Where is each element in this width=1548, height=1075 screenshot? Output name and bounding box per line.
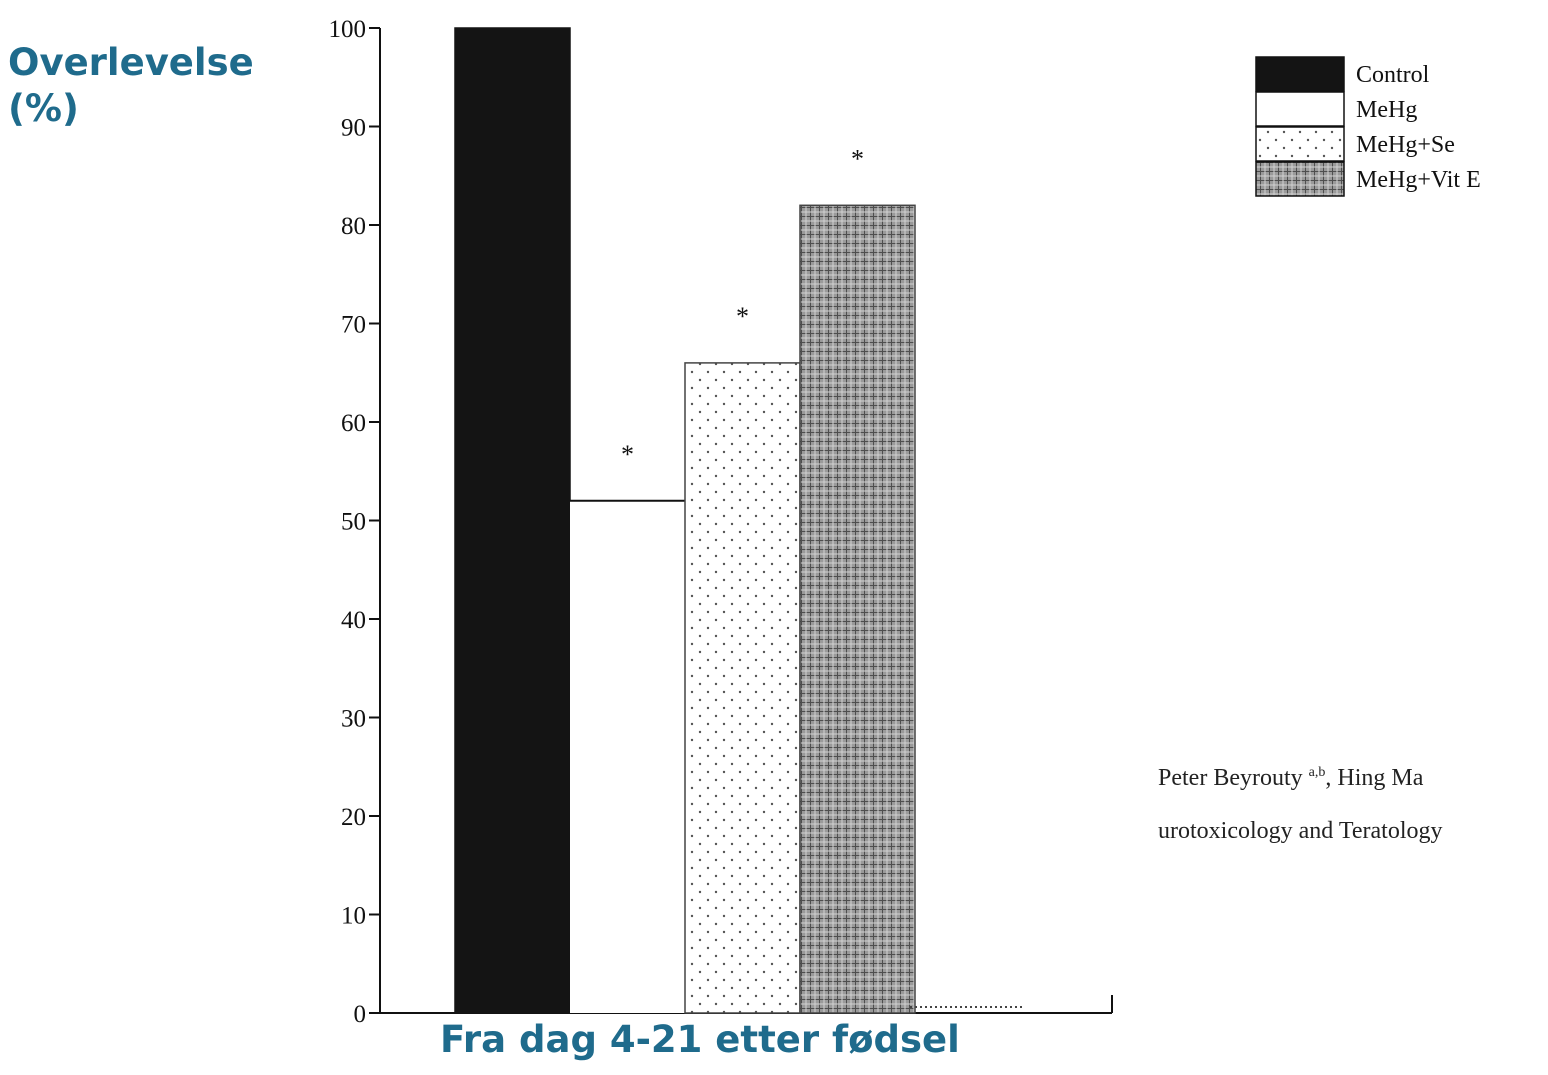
x-axis-title: Fra dag 4-21 etter fødsel [440,1018,960,1061]
y-tick-label-70: 70 [341,312,366,339]
y-tick-label-50: 50 [341,509,366,536]
legend-label-control: Control [1356,62,1430,88]
axes: 0 10 20 30 40 50 60 70 80 90 100 [329,16,1113,1028]
legend-label-mehg-vit-e: MeHg+Vit E [1356,167,1481,193]
legend-swatch-mehg [1255,91,1345,127]
y-axis-title-line1: Overlevelse [8,41,254,84]
y-tick-label-0: 0 [354,1001,367,1028]
y-tick-label-30: 30 [341,706,366,733]
bars: * * * [454,27,1025,1014]
bar-mehg-se [684,362,801,1014]
y-tick-label-40: 40 [341,607,366,634]
legend-swatch-mehg-vit-e [1255,161,1345,197]
y-tick-label-100: 100 [329,16,367,43]
citation-author-prefix: Peter Beyrouty [1158,765,1309,791]
y-tick-label-60: 60 [341,410,366,437]
legend-swatch-control [1255,56,1345,92]
y-tick-label-80: 80 [341,213,366,240]
significance-mehg-vit-e: * [851,144,864,173]
y-tick-label-20: 20 [341,804,366,831]
y-tick-label-90: 90 [341,115,366,142]
citation-author-suffix: , Hing Ma [1325,765,1424,791]
legend: Control MeHg MeHg+Se MeHg+Vit E [1255,56,1481,197]
bar-mehg [570,500,685,1013]
legend-swatch-mehg-se [1255,126,1345,162]
bar-control [454,27,571,1014]
legend-label-mehg: MeHg [1356,97,1417,123]
significance-mehg: * [621,440,634,469]
y-axis-title-line2: (%) [8,87,79,130]
y-axis-title: Overlevelse (%) [8,40,254,132]
legend-label-mehg-se: MeHg+Se [1356,132,1455,158]
y-tick-label-10: 10 [341,903,366,930]
citation-affiliation: a,b [1308,765,1326,780]
citation-authors: Peter Beyrouty a,b, Hing Ma [1158,765,1423,792]
bar-mehg-vit-e [799,204,916,1014]
citation-journal: urotoxicology and Teratology [1158,818,1443,844]
significance-mehg-se: * [736,302,749,331]
